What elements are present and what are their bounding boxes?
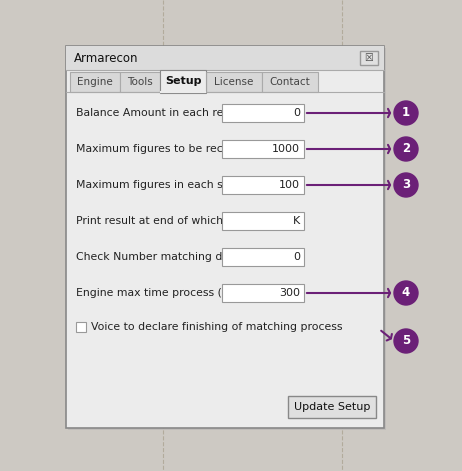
Text: 5: 5 [402,334,410,348]
Text: K: K [293,216,300,226]
Bar [66,46,384,70]
Bar [222,212,304,230]
Text: Engine max time process (Second): Engine max time process (Second) [76,288,267,298]
Bar [222,140,304,158]
Text: Armarecon: Armarecon [74,51,139,65]
Text: Maximum figures in each scan: Maximum figures in each scan [76,180,242,190]
Text: 0: 0 [293,252,300,262]
Text: 1000: 1000 [272,144,300,154]
FancyBboxPatch shape [288,396,376,418]
Bar [222,104,304,122]
Text: Check Number matching difference: Check Number matching difference [76,252,270,262]
Bar [222,248,304,266]
Bar [76,322,86,332]
Text: 2: 2 [402,143,410,155]
Bar [70,72,120,92]
Bar [120,72,160,92]
Bar [222,176,304,194]
Text: 3: 3 [402,179,410,192]
Text: Contact: Contact [270,77,310,87]
Text: Engine: Engine [77,77,113,87]
Text: Setup: Setup [165,76,201,86]
Text: Balance Amount in each reconciliation: Balance Amount in each reconciliation [76,108,286,118]
Text: Print result at end of which column: Print result at end of which column [76,216,267,226]
Circle shape [394,173,418,197]
FancyBboxPatch shape [66,46,384,428]
Text: Tools: Tools [127,77,153,87]
Bar [222,284,304,302]
Text: ☒: ☒ [365,53,373,63]
FancyBboxPatch shape [68,48,386,430]
Text: Update Setup: Update Setup [294,402,370,412]
Bar [160,70,206,93]
Text: 1: 1 [402,106,410,120]
Text: 0: 0 [293,108,300,118]
FancyBboxPatch shape [360,51,378,65]
Circle shape [394,101,418,125]
Text: Maximum figures to be reconciled: Maximum figures to be reconciled [76,144,262,154]
Bar [206,72,262,92]
Circle shape [394,281,418,305]
Text: 4: 4 [402,286,410,300]
Circle shape [394,329,418,353]
Text: 100: 100 [279,180,300,190]
Text: Voice to declare finishing of matching process: Voice to declare finishing of matching p… [91,322,342,332]
Circle shape [394,137,418,161]
Bar [262,72,318,92]
Text: License: License [214,77,254,87]
Text: 300: 300 [279,288,300,298]
